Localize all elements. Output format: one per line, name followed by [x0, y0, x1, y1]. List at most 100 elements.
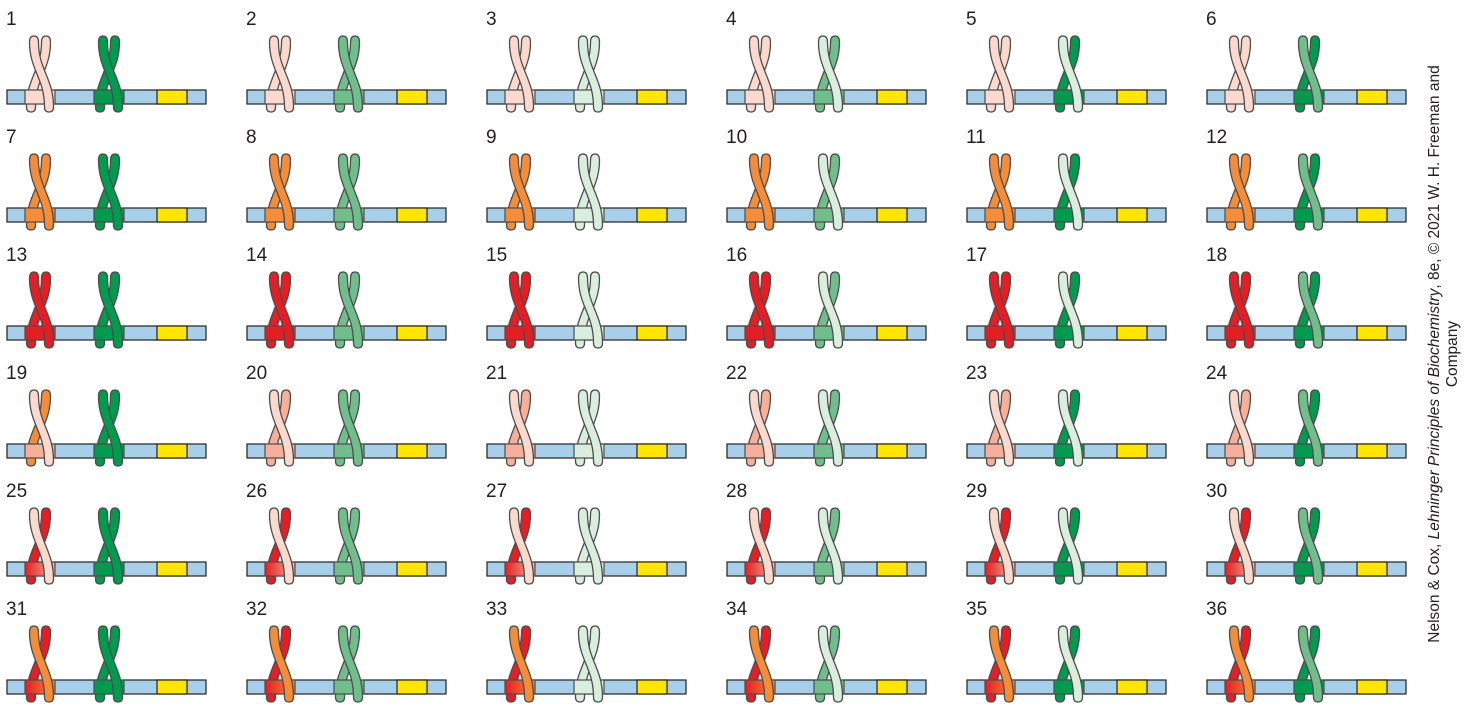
- right-chromosome-pair: [1293, 389, 1325, 467]
- right-chromosome-pair: [1293, 153, 1325, 231]
- right-chromosome-pair: [1053, 507, 1085, 585]
- marker-box: [396, 679, 428, 695]
- left-strand-front: [28, 153, 55, 231]
- cell-31: 31: [6, 599, 207, 703]
- right-chromosome-pair: [573, 271, 605, 349]
- left-chromosome-pair: [984, 507, 1016, 585]
- right-strand-front: [337, 389, 364, 467]
- cell-number: 13: [6, 245, 27, 266]
- cell-number: 25: [6, 481, 27, 502]
- marker-box: [1116, 443, 1148, 459]
- left-strand-front: [28, 389, 55, 467]
- left-chromosome-pair: [744, 389, 776, 467]
- credit-line: Nelson & Cox, Lehninger Principles of Bi…: [1422, 0, 1467, 709]
- right-strand-front: [817, 153, 844, 231]
- cell-number: 10: [726, 127, 747, 148]
- cell-27: 27: [486, 481, 687, 585]
- marker-box: [1116, 325, 1148, 341]
- left-strand-front: [28, 507, 55, 585]
- left-chromosome-pair: [24, 507, 56, 585]
- cell-2: 2: [246, 9, 447, 113]
- right-strand-front: [577, 153, 604, 231]
- left-chromosome-pair: [1224, 625, 1256, 703]
- left-chromosome-pair: [24, 153, 56, 231]
- left-chromosome-pair: [264, 507, 296, 585]
- left-chromosome-pair: [24, 35, 56, 113]
- right-strand-front: [577, 389, 604, 467]
- left-chromosome-pair: [984, 271, 1016, 349]
- left-chromosome-pair: [1224, 35, 1256, 113]
- cell-number: 36: [1206, 599, 1227, 620]
- left-strand-front: [1228, 507, 1255, 585]
- right-strand-front: [337, 35, 364, 113]
- right-strand-front: [1297, 153, 1324, 231]
- right-strand-front: [337, 507, 364, 585]
- left-chromosome-pair: [1224, 389, 1256, 467]
- right-strand-front: [577, 35, 604, 113]
- right-strand-front: [97, 389, 124, 467]
- marker-box: [876, 561, 908, 577]
- credit-publisher: , 8e, © 2021 W. H. Freeman and: [1426, 65, 1443, 289]
- left-strand-front: [748, 153, 775, 231]
- cell-number: 34: [726, 599, 748, 620]
- left-strand-front: [508, 153, 535, 231]
- left-chromosome-pair: [1224, 271, 1256, 349]
- right-chromosome-pair: [813, 153, 845, 231]
- right-chromosome-pair: [333, 389, 365, 467]
- right-strand-front: [817, 35, 844, 113]
- marker-box: [636, 679, 668, 695]
- left-strand-front: [28, 625, 55, 703]
- marker-box: [876, 89, 908, 105]
- marker-box: [396, 89, 428, 105]
- marker-box: [636, 207, 668, 223]
- cell-17: 17: [966, 245, 1167, 349]
- cell-number: 33: [486, 599, 507, 620]
- left-chromosome-pair: [744, 507, 776, 585]
- cell-28: 28: [726, 481, 927, 585]
- marker-box: [396, 325, 428, 341]
- cell-12: 12: [1206, 127, 1407, 231]
- cell-22: 22: [726, 363, 927, 467]
- marker-box: [636, 89, 668, 105]
- cell-25: 25: [6, 481, 207, 585]
- cell-13: 13: [6, 245, 207, 349]
- marker-box: [156, 561, 188, 577]
- left-strand-front: [508, 271, 535, 349]
- left-chromosome-pair: [744, 625, 776, 703]
- marker-box: [396, 561, 428, 577]
- left-chromosome-pair: [264, 271, 296, 349]
- left-chromosome-pair: [264, 625, 296, 703]
- left-strand-front: [988, 35, 1015, 113]
- cell-21: 21: [486, 363, 687, 467]
- left-strand-front: [748, 35, 775, 113]
- cell-10: 10: [726, 127, 927, 231]
- right-chromosome-pair: [813, 507, 845, 585]
- right-chromosome-pair: [333, 271, 365, 349]
- left-chromosome-pair: [504, 507, 536, 585]
- right-strand-front: [1297, 507, 1324, 585]
- cell-32: 32: [246, 599, 447, 703]
- left-strand-front: [748, 625, 775, 703]
- cell-number: 21: [486, 363, 507, 384]
- cell-26: 26: [246, 481, 447, 585]
- cell-34: 34: [726, 599, 927, 703]
- right-strand-front: [817, 507, 844, 585]
- right-chromosome-pair: [93, 153, 125, 231]
- marker-box: [876, 679, 908, 695]
- marker-box: [636, 561, 668, 577]
- cell-5: 5: [966, 9, 1167, 113]
- right-strand-front: [1057, 153, 1084, 231]
- left-strand-front: [1228, 625, 1255, 703]
- cell-3: 3: [486, 9, 687, 113]
- cell-number: 4: [726, 9, 737, 30]
- right-strand-front: [1057, 507, 1084, 585]
- left-chromosome-pair: [264, 389, 296, 467]
- right-chromosome-pair: [1053, 271, 1085, 349]
- cell-number: 30: [1206, 481, 1227, 502]
- left-strand-front: [1228, 389, 1255, 467]
- left-chromosome-pair: [984, 35, 1016, 113]
- marker-box: [1356, 561, 1388, 577]
- right-strand-front: [337, 153, 364, 231]
- right-chromosome-pair: [1293, 35, 1325, 113]
- left-strand-front: [508, 35, 535, 113]
